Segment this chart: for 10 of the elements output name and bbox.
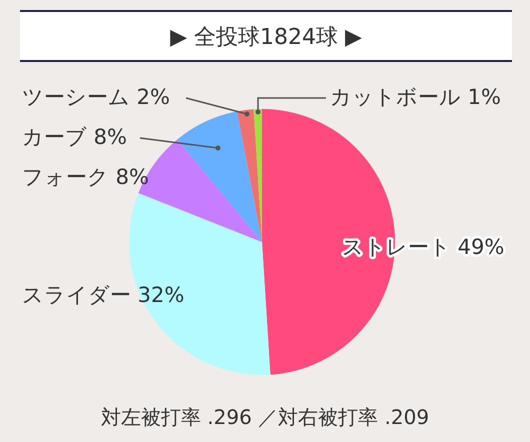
pie-slice (129, 193, 270, 375)
chart-title: ▶ 全投球1824球 ▶ (170, 25, 362, 50)
slice-label: カーブ 8% (22, 125, 127, 149)
pie-slice (237, 109, 262, 242)
slice-label: フォーク 8% (22, 165, 149, 189)
slice-label: カットボール 1% (330, 85, 501, 109)
text: 対左被打率 .296 ／対右被打率 .209 (100, 405, 430, 429)
slice-label: ツーシーム 2% (22, 85, 170, 109)
pie-slice (177, 111, 262, 242)
slice-label: スライダー 32% (22, 283, 184, 307)
